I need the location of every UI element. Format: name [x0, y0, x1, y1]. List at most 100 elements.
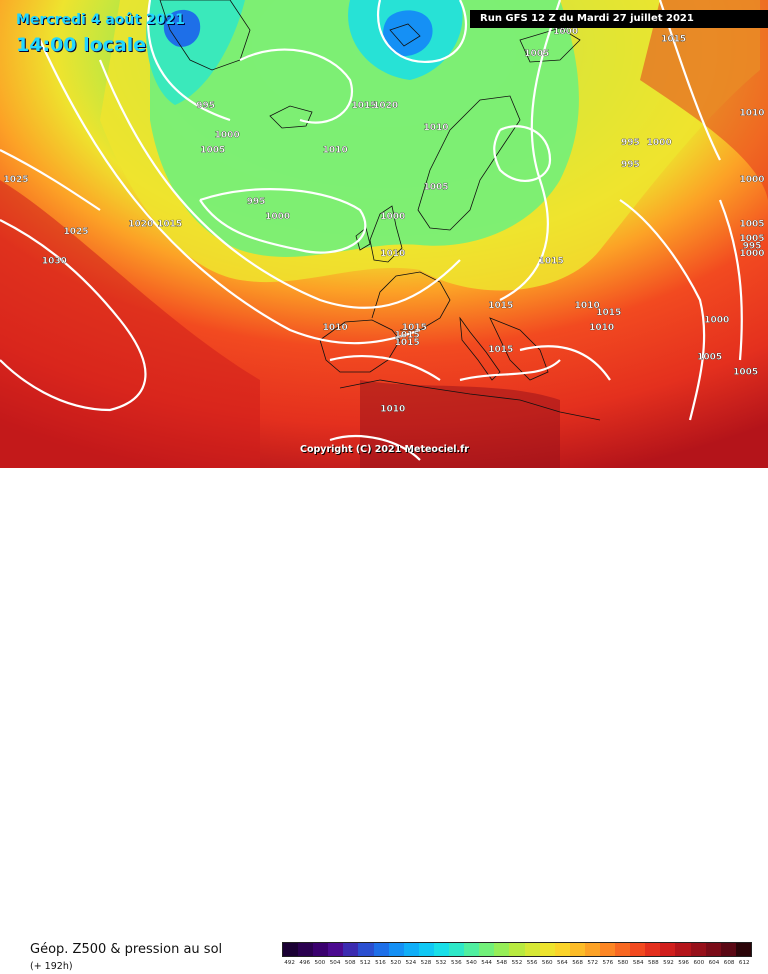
scale-swatch	[645, 943, 661, 956]
scale-value: 492	[284, 960, 295, 966]
isobar-label: 1005	[739, 234, 764, 244]
scale-swatch	[479, 943, 495, 956]
isobar-line	[519, 345, 611, 381]
color-scale-bar	[282, 942, 752, 957]
isobar-label: 1020	[373, 101, 398, 111]
isobar-label: 1010	[323, 323, 348, 333]
color-scale: 492 496 500 504 508 512 516 520 524 528 532 536 540 5…	[282, 942, 752, 974]
warm-area-ne	[640, 0, 768, 200]
scale-swatch	[584, 943, 600, 956]
isobar-label: 1000	[739, 249, 764, 259]
isobar-label: 1025	[3, 175, 28, 185]
isobar-label: 1000	[265, 212, 290, 222]
low-center-west	[163, 9, 201, 47]
isobar-label: 1010	[589, 323, 614, 333]
coastline-france	[371, 271, 451, 331]
scale-swatch	[690, 943, 706, 956]
legend-panel: Géop. Z500 & pression au sol (+ 192h) 49…	[0, 468, 768, 972]
isobar-label: 1005	[200, 145, 225, 155]
scale-value: 580	[617, 960, 629, 966]
scale-value: 548	[496, 960, 508, 966]
scale-value: 596	[678, 960, 689, 966]
scale-value: 560	[541, 960, 553, 966]
isobar-line	[239, 48, 353, 124]
scale-swatch	[313, 943, 329, 956]
coastline-iceland	[269, 105, 313, 129]
isobar-label: 1000	[739, 175, 764, 185]
isobar-label: 1010	[380, 404, 405, 414]
isobar-line	[0, 219, 147, 412]
isobar-label: 1010	[739, 108, 764, 118]
isobar-line	[199, 188, 367, 254]
isobar-label: 1005	[697, 353, 722, 363]
isobar-label: 1000	[380, 212, 405, 222]
geopotential-band-green	[150, 0, 579, 257]
scale-swatch	[524, 943, 540, 956]
isobar-label: 1010	[423, 123, 448, 133]
isobar-label: 1000	[553, 27, 578, 37]
isobar-label: 1015	[402, 323, 427, 333]
scale-swatch	[373, 943, 389, 956]
scale-value: 612	[738, 960, 750, 966]
scale-value: 552	[511, 960, 523, 966]
copyright-notice: Copyright (C) 2021 Meteociel.fr	[300, 444, 469, 455]
isobar-label: 1005	[524, 49, 549, 59]
isobar-label: 1000	[704, 316, 729, 326]
scale-swatch	[388, 943, 404, 956]
isobar-label: 1030	[42, 256, 67, 266]
scale-value: 540	[466, 960, 477, 966]
scale-value: 564	[557, 960, 568, 966]
scale-swatch	[433, 943, 450, 956]
isobar-line	[329, 354, 441, 381]
isobar-label: 995	[621, 138, 640, 148]
isobar-label: 1015	[488, 301, 513, 311]
isobar-label: 1010	[380, 249, 405, 259]
legend-subtitle: (+ 192h)	[30, 961, 73, 972]
weather-map: 9951000100510001005101510151020101010101…	[0, 0, 768, 468]
coastline-britain	[369, 205, 403, 263]
isobar-label: 1010	[323, 145, 348, 155]
scale-value: 532	[435, 960, 447, 966]
isobar-label: 1010	[575, 301, 600, 311]
scale-swatch	[630, 943, 646, 956]
isobar-label: 1015	[157, 219, 182, 229]
scale-value: 496	[299, 960, 311, 966]
legend-title: Géop. Z500 & pression au sol	[30, 942, 223, 957]
low-center-north	[383, 10, 433, 57]
scale-swatch	[660, 943, 676, 956]
isobar-label: 1015	[395, 330, 420, 340]
scale-value: 528	[420, 960, 432, 966]
isobar-line	[0, 149, 101, 211]
coastline-balkans	[489, 317, 549, 381]
scale-value: 568	[572, 960, 583, 966]
scale-value: 592	[663, 960, 674, 966]
isobar-labels: 9951000100510001005101510151020101010101…	[3, 27, 764, 415]
isobar-label: 1015	[351, 101, 376, 111]
scale-swatch	[554, 943, 570, 956]
scale-swatch	[418, 943, 434, 956]
coastline-svalbard	[389, 23, 421, 47]
forecast-time: 14:00 locale	[16, 34, 147, 56]
scale-value: 508	[344, 960, 356, 966]
isobar-line	[329, 434, 421, 461]
scale-swatch	[494, 943, 510, 956]
scale-swatch	[403, 943, 419, 956]
scale-swatch	[283, 943, 299, 956]
scale-swatch	[328, 943, 344, 956]
forecast-date: Mercredi 4 août 2021	[16, 12, 185, 28]
scale-value: 516	[375, 960, 386, 966]
scale-value: 588	[647, 960, 659, 966]
hot-area-africa	[360, 380, 560, 468]
scale-swatch	[720, 943, 736, 956]
scale-swatch	[705, 943, 721, 956]
isobar-line	[459, 359, 561, 382]
isobar-label: 1005	[733, 367, 758, 377]
isobar-line	[499, 0, 562, 301]
scale-swatch	[675, 943, 691, 956]
scale-value: 556	[526, 960, 538, 966]
isobar-label: 995	[621, 160, 640, 170]
scale-swatch	[509, 943, 525, 956]
scale-swatch	[539, 943, 555, 956]
scale-swatch	[358, 943, 374, 956]
scale-value: 500	[314, 960, 326, 966]
